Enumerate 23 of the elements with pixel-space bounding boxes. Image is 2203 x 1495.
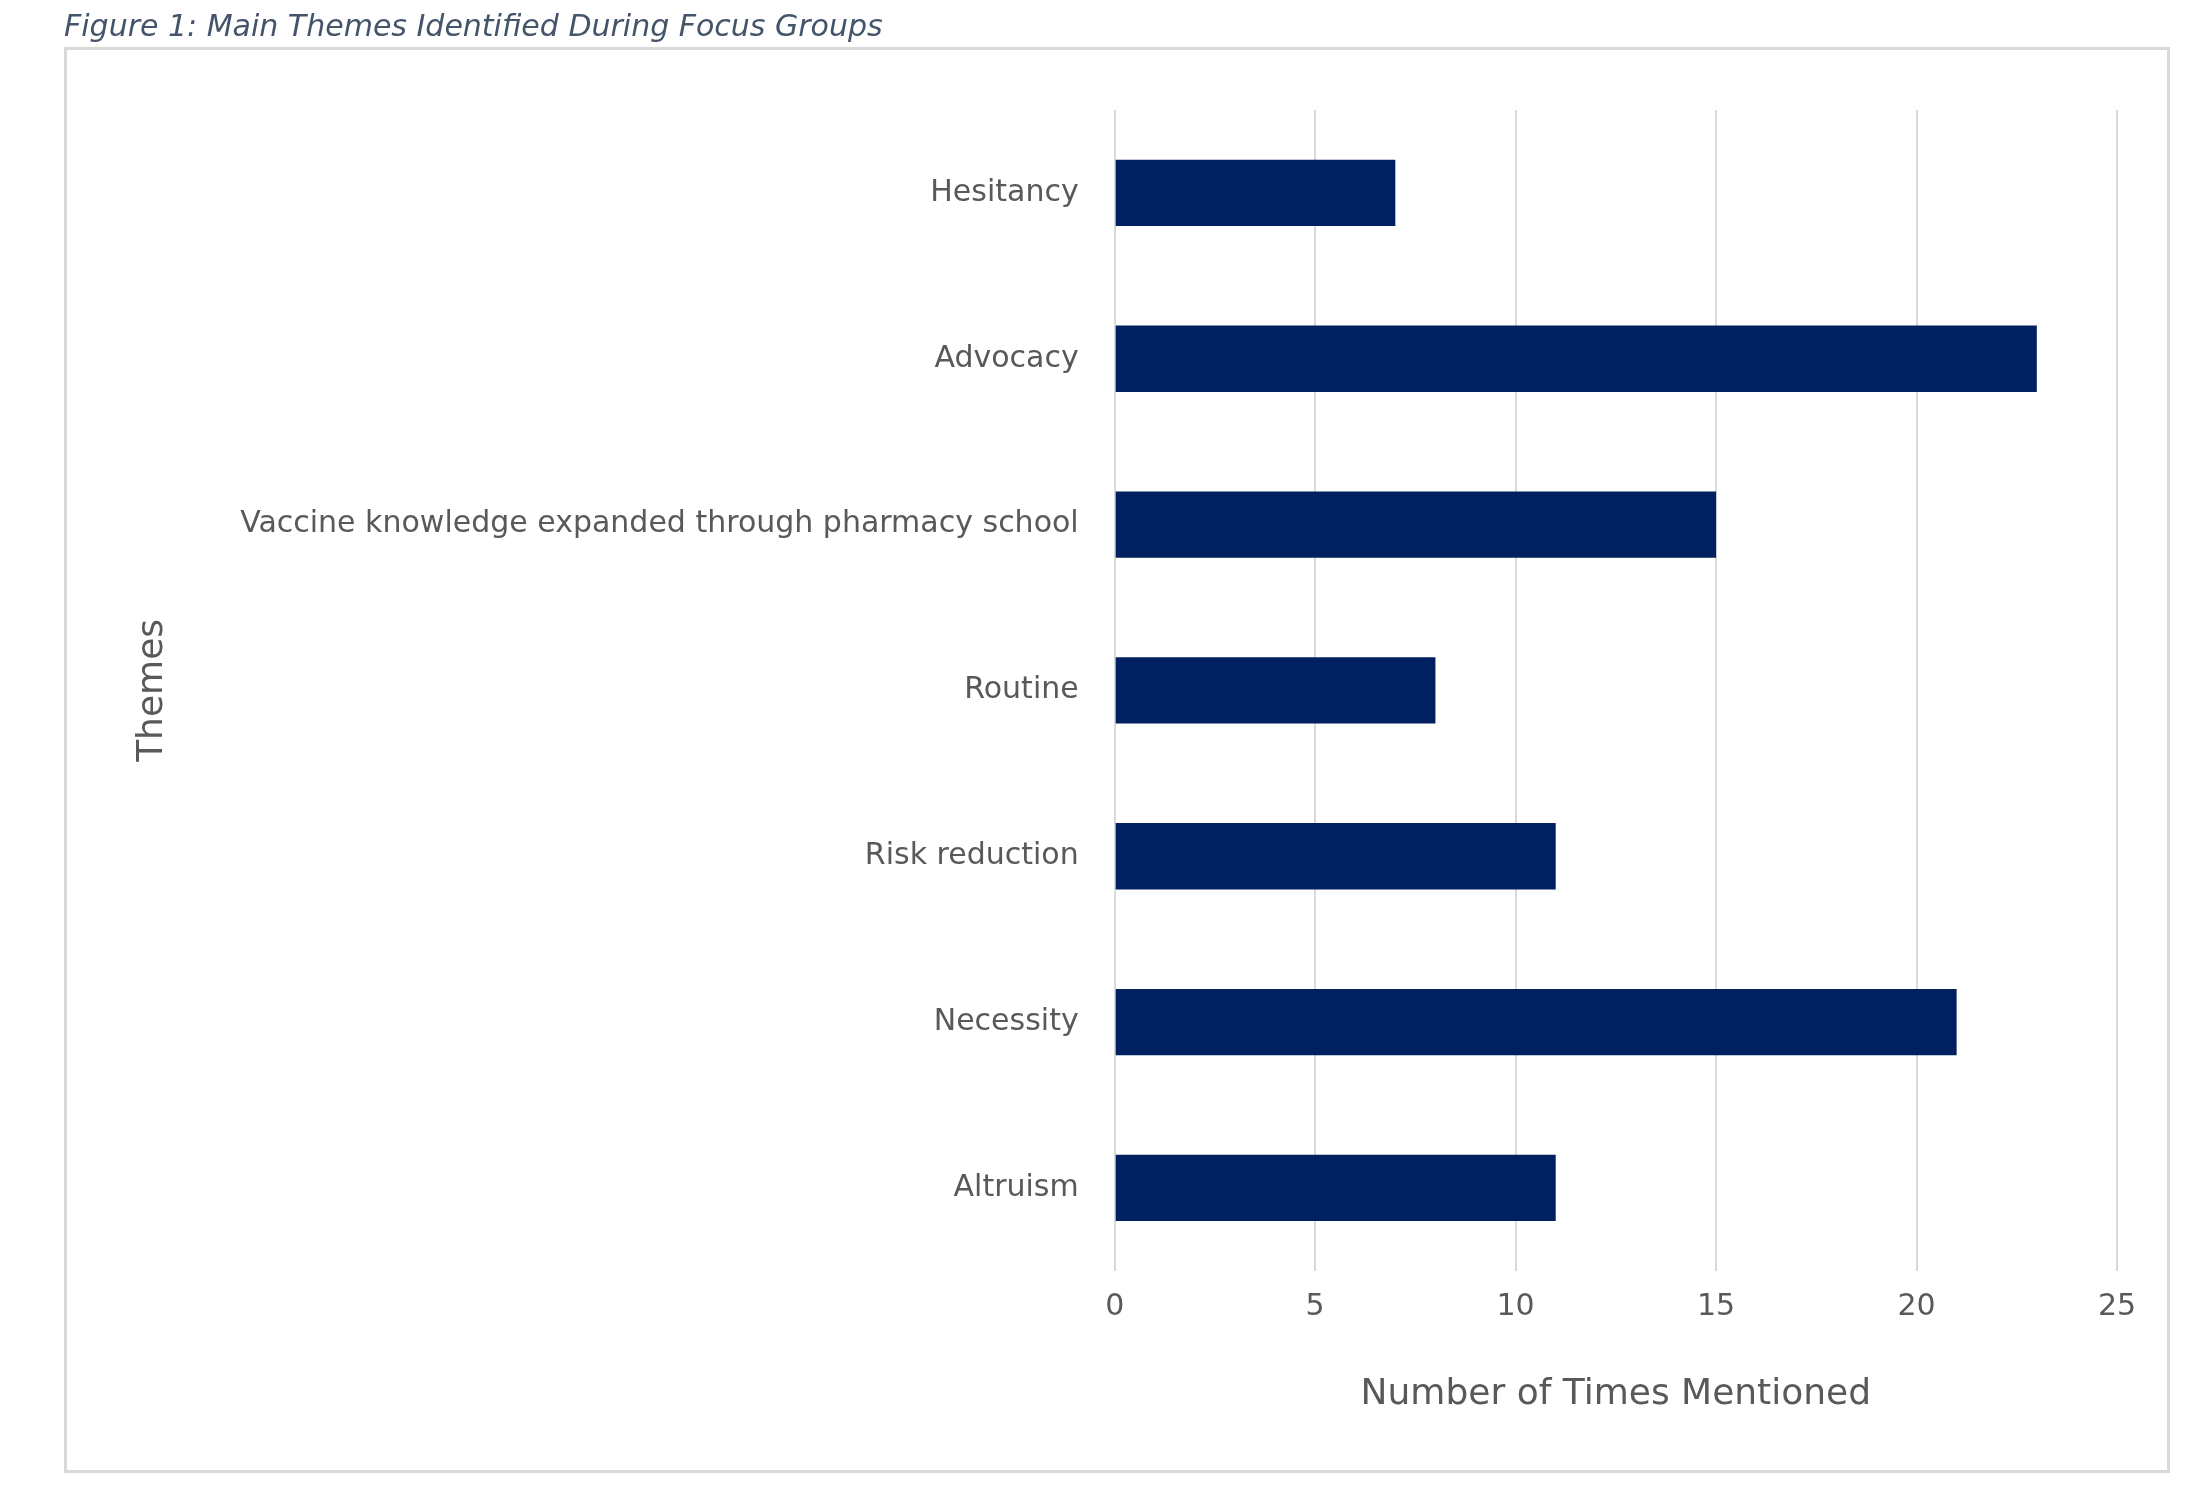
x-tick-label: 15: [1696, 1286, 1736, 1322]
y-tick-label: Risk reduction: [864, 836, 1079, 872]
x-tick-label: 5: [1305, 1286, 1325, 1322]
y-axis-title: Themes: [128, 618, 170, 763]
x-tick-label: 10: [1496, 1286, 1535, 1322]
y-tick-label: Routine: [964, 670, 1079, 706]
y-tick-label: Hesitancy: [930, 172, 1079, 208]
y-tick-label: Vaccine knowledge expanded through pharmacy school: [240, 504, 1079, 540]
x-axis-title: Number of Times Mentioned: [1360, 1370, 1872, 1412]
text: Figure 1: Main Themes Identified During Focus Groups: [64, 8, 884, 43]
x-tick-label: 20: [1897, 1286, 1936, 1322]
bar: [1115, 1154, 1556, 1222]
bar: [1115, 823, 1556, 890]
bar: [1115, 491, 1717, 558]
bar: [1115, 159, 1396, 227]
y-tick-label: Advocacy: [934, 338, 1079, 374]
x-tick-label: 0: [1105, 1286, 1125, 1322]
y-tick-label: Altruism: [953, 1167, 1079, 1203]
bar: [1115, 657, 1436, 724]
bar: [1115, 325, 2037, 392]
bar: [1115, 988, 1957, 1056]
x-tick-label: 25: [2097, 1286, 2137, 1322]
y-tick-label: Necessity: [933, 1001, 1079, 1037]
